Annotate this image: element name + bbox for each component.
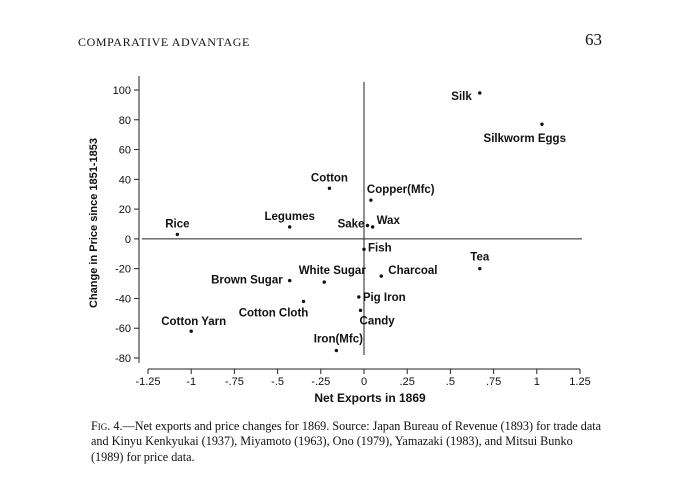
data-point: [327, 186, 332, 190]
y-tick-label: -40: [115, 293, 131, 305]
point-label: Brown Sugar: [211, 275, 283, 287]
x-tick-label: 1.25: [569, 376, 590, 388]
point-label: Silkworm Eggs: [484, 133, 566, 145]
data-point: [357, 295, 361, 299]
y-tick-label: -80: [115, 353, 131, 365]
figure-label: Fig. 4.: [91, 419, 123, 433]
data-point: [379, 274, 383, 278]
point-label: Copper(Mfc): [367, 184, 435, 196]
point-label: Fish: [368, 242, 392, 254]
y-axis-label: Change in Price since 1851-1853: [88, 138, 100, 308]
caption-text: —Net exports and price changes for 1869.…: [91, 419, 602, 464]
scatter-chart: 100 80 60 40 20 0 -20 -40 -60 -80 -1.25 -1 -.75 -.5 -.…: [88, 76, 591, 405]
point-label: Pig Iron: [363, 292, 406, 304]
data-point: [362, 247, 366, 252]
data-point: [287, 278, 292, 283]
y-tick-label: 20: [119, 204, 131, 216]
point-label: Wax: [377, 215, 401, 227]
y-tick-label: 0: [125, 234, 131, 246]
y-tick-label: 40: [119, 174, 131, 186]
y-tick-label: -20: [115, 264, 131, 276]
data-point: [478, 266, 482, 271]
x-tick-label: -1: [186, 376, 196, 388]
data-point: [358, 308, 363, 313]
x-axis-label: Net Exports in 1869: [314, 391, 426, 405]
running-head: COMPARATIVE ADVANTAGE: [78, 35, 250, 49]
data-point: [369, 198, 373, 202]
data-point: [540, 122, 544, 126]
figure-caption: Fig. 4.—Net exports and price changes fo…: [91, 419, 606, 465]
y-tick-label: 100: [113, 85, 131, 97]
data-point: [287, 225, 292, 229]
x-tick-label: -1.25: [135, 376, 160, 388]
data-point: [365, 223, 370, 228]
data-point: [189, 329, 193, 333]
y-tick-label: -60: [115, 323, 131, 335]
point-label: Cotton Yarn: [161, 316, 226, 328]
point-label: Charcoal: [388, 265, 437, 277]
data-point: [175, 232, 180, 237]
chart-ticks: 100 80 60 40 20 0 -20 -40 -60 -80 -1.25 -1 -.75 -.5 -.…: [113, 85, 591, 388]
point-label: Sake: [338, 218, 365, 230]
x-tick-label: .25: [400, 376, 415, 388]
point-label: Cotton: [311, 172, 348, 184]
y-tick-label: 60: [119, 145, 131, 157]
point-label: Legumes: [264, 211, 315, 223]
point-label: White Sugar: [299, 265, 367, 277]
point-label: Iron(Mfc): [314, 334, 363, 346]
data-point: [301, 299, 306, 304]
x-tick-label: 0: [361, 376, 367, 388]
x-tick-label: -.25: [311, 376, 330, 388]
chart-points: Silk Silkworm Eggs Cotton Copper(Mfc) Legume…: [161, 91, 566, 353]
x-tick-label: .5: [446, 376, 455, 388]
x-tick-label: -.75: [225, 376, 244, 388]
x-tick-label: -.5: [271, 376, 284, 388]
point-label: Rice: [165, 218, 189, 230]
x-tick-label: 1: [534, 376, 540, 388]
point-label: Cotton Cloth: [239, 307, 309, 319]
data-point: [478, 91, 482, 95]
page-number: 63: [585, 30, 602, 49]
x-tick-label: .75: [486, 376, 501, 388]
data-point: [322, 280, 326, 284]
point-label: Tea: [470, 252, 490, 264]
y-tick-label: 80: [119, 115, 131, 127]
data-point: [370, 225, 375, 229]
point-label: Silk: [451, 91, 472, 103]
point-label: Candy: [360, 315, 396, 327]
data-point: [334, 348, 339, 353]
